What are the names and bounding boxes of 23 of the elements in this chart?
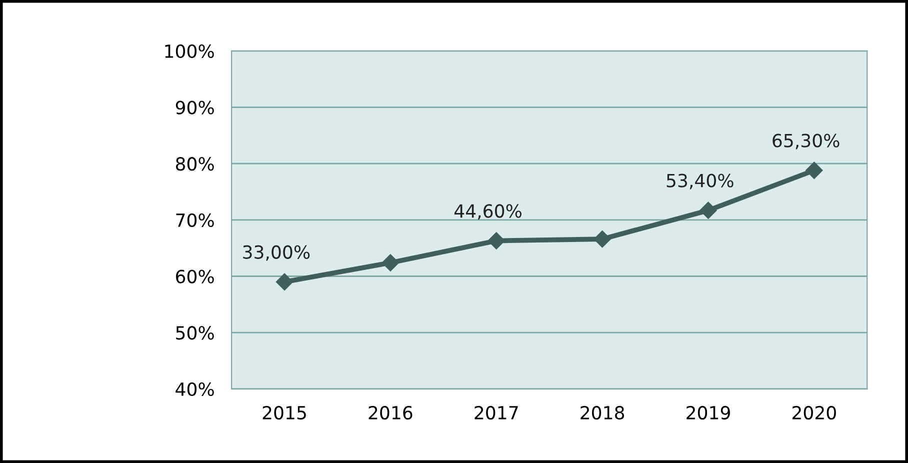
annotation: 53,40% bbox=[666, 174, 734, 190]
annotation: 44,60% bbox=[454, 204, 522, 220]
x-tick-label: 2016 bbox=[368, 406, 412, 420]
annotation: 65,30% bbox=[772, 134, 840, 150]
point bbox=[488, 232, 505, 250]
y-tick-label: 90% bbox=[176, 100, 214, 114]
y-tick-label: 50% bbox=[176, 326, 214, 340]
y-tick-label: 80% bbox=[176, 157, 214, 171]
point bbox=[276, 273, 294, 290]
point bbox=[700, 202, 717, 219]
point bbox=[806, 162, 823, 179]
y-tick-label: 70% bbox=[176, 213, 214, 228]
x-tick-label: 2018 bbox=[580, 406, 624, 420]
x-tick-label: 2015 bbox=[262, 406, 306, 420]
y-tick-label: 60% bbox=[176, 270, 214, 284]
x-tick-label: 2017 bbox=[474, 406, 518, 420]
point bbox=[594, 230, 611, 248]
x-tick-label: 2020 bbox=[792, 406, 836, 420]
x-tick-label: 2019 bbox=[686, 406, 730, 420]
y-tick-label: 100% bbox=[165, 44, 214, 58]
point bbox=[382, 254, 399, 272]
annotation: 33,00% bbox=[243, 245, 310, 261]
y-tick-label: 40% bbox=[176, 382, 214, 396]
